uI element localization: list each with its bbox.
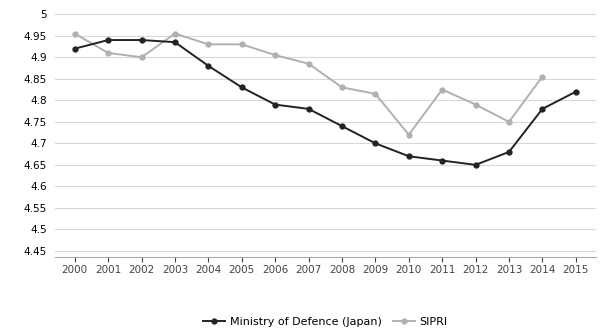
SIPRI xyxy=(305,62,313,66)
SIPRI xyxy=(505,120,513,124)
Ministry of Defence (Japan) xyxy=(238,85,246,89)
Ministry of Defence (Japan) xyxy=(338,124,345,128)
SIPRI xyxy=(438,87,446,91)
Line: Ministry of Defence (Japan): Ministry of Defence (Japan) xyxy=(72,38,578,167)
Ministry of Defence (Japan) xyxy=(438,159,446,163)
SIPRI xyxy=(138,55,145,59)
Ministry of Defence (Japan) xyxy=(371,141,379,145)
SIPRI xyxy=(105,51,112,55)
SIPRI xyxy=(338,85,345,89)
Ministry of Defence (Japan) xyxy=(472,163,479,167)
Ministry of Defence (Japan) xyxy=(105,38,112,42)
SIPRI xyxy=(171,32,179,36)
SIPRI xyxy=(472,103,479,107)
SIPRI xyxy=(205,42,212,46)
SIPRI xyxy=(238,42,246,46)
Ministry of Defence (Japan) xyxy=(305,107,313,111)
SIPRI xyxy=(539,75,546,79)
Ministry of Defence (Japan) xyxy=(505,150,513,154)
Ministry of Defence (Japan) xyxy=(205,64,212,68)
Line: SIPRI: SIPRI xyxy=(72,31,545,137)
Ministry of Defence (Japan) xyxy=(171,40,179,44)
Ministry of Defence (Japan) xyxy=(405,154,412,158)
Ministry of Defence (Japan) xyxy=(539,107,546,111)
Ministry of Defence (Japan) xyxy=(572,90,579,94)
Legend: Ministry of Defence (Japan), SIPRI: Ministry of Defence (Japan), SIPRI xyxy=(199,312,452,330)
SIPRI xyxy=(371,92,379,96)
SIPRI xyxy=(71,32,78,36)
SIPRI xyxy=(272,53,279,57)
SIPRI xyxy=(405,133,412,137)
Ministry of Defence (Japan) xyxy=(272,103,279,107)
Ministry of Defence (Japan) xyxy=(138,38,145,42)
Ministry of Defence (Japan) xyxy=(71,47,78,50)
